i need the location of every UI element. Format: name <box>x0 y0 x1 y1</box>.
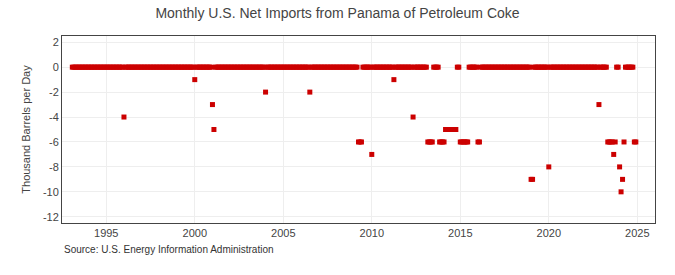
svg-text:2015: 2015 <box>448 227 472 239</box>
svg-text:2025: 2025 <box>625 227 649 239</box>
svg-text:0: 0 <box>53 61 59 73</box>
svg-text:-10: -10 <box>43 186 59 198</box>
svg-text:-12: -12 <box>43 211 59 223</box>
svg-text:Source: U.S. Energy Informatio: Source: U.S. Energy Information Administ… <box>64 244 274 255</box>
svg-text:2010: 2010 <box>360 227 384 239</box>
svg-text:2020: 2020 <box>537 227 561 239</box>
svg-text:Thousand Barrels per Day: Thousand Barrels per Day <box>20 65 32 194</box>
svg-text:-8: -8 <box>49 161 59 173</box>
svg-text:Monthly U.S. Net Imports from: Monthly U.S. Net Imports from Panama of … <box>155 5 519 21</box>
svg-text:2: 2 <box>53 36 59 48</box>
svg-text:1995: 1995 <box>94 227 118 239</box>
svg-text:-6: -6 <box>49 136 59 148</box>
svg-text:2005: 2005 <box>271 227 295 239</box>
svg-text:-2: -2 <box>49 86 59 98</box>
svg-text:2000: 2000 <box>183 227 207 239</box>
svg-text:-4: -4 <box>49 111 59 123</box>
